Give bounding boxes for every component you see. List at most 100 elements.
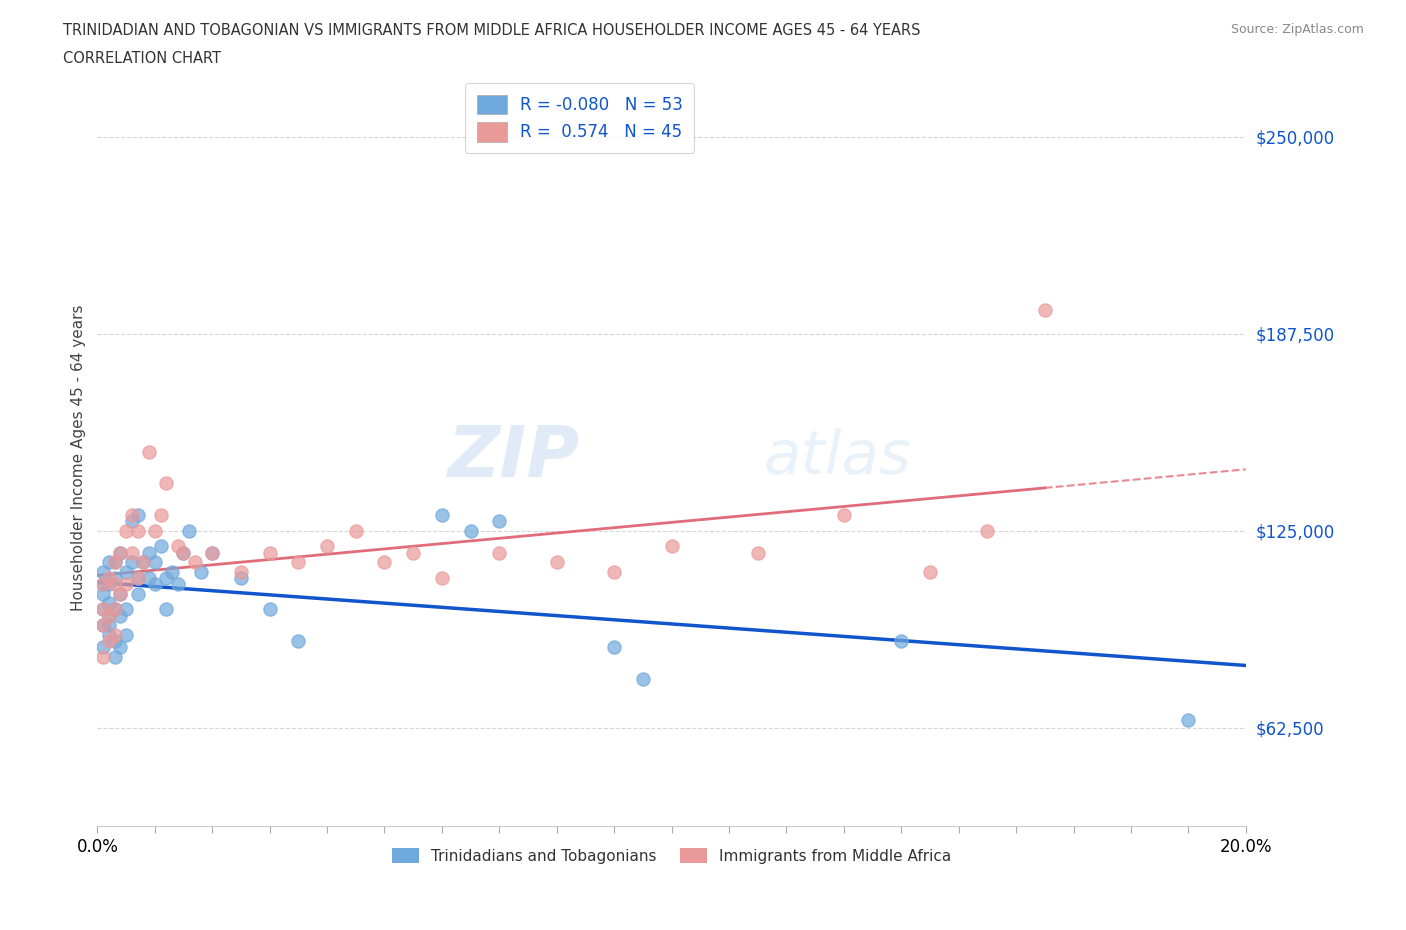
Point	[344, 524, 367, 538]
Point	[546, 554, 568, 569]
Point	[155, 570, 177, 585]
Point	[91, 618, 114, 632]
Point	[890, 633, 912, 648]
Point	[127, 570, 149, 585]
Point	[97, 627, 120, 642]
Point	[460, 524, 482, 538]
Point	[97, 577, 120, 591]
Point	[631, 671, 654, 686]
Point	[115, 602, 138, 617]
Point	[832, 508, 855, 523]
Point	[91, 640, 114, 655]
Point	[143, 554, 166, 569]
Point	[229, 570, 252, 585]
Point	[316, 538, 339, 553]
Point	[287, 554, 309, 569]
Text: atlas: atlas	[763, 428, 911, 487]
Point	[201, 545, 224, 560]
Point	[121, 554, 143, 569]
Point	[143, 577, 166, 591]
Legend: Trinidadians and Tobagonians, Immigrants from Middle Africa: Trinidadians and Tobagonians, Immigrants…	[385, 842, 957, 870]
Point	[143, 524, 166, 538]
Point	[97, 595, 120, 610]
Point	[132, 554, 155, 569]
Point	[91, 618, 114, 632]
Point	[287, 633, 309, 648]
Point	[127, 524, 149, 538]
Point	[976, 524, 998, 538]
Point	[121, 545, 143, 560]
Point	[103, 554, 125, 569]
Point	[488, 545, 510, 560]
Point	[91, 602, 114, 617]
Point	[661, 538, 683, 553]
Point	[229, 565, 252, 579]
Point	[402, 545, 425, 560]
Point	[91, 602, 114, 617]
Point	[373, 554, 395, 569]
Point	[91, 577, 114, 591]
Point	[103, 649, 125, 664]
Point	[97, 608, 120, 623]
Point	[110, 545, 132, 560]
Point	[190, 565, 212, 579]
Point	[430, 570, 453, 585]
Point	[103, 570, 125, 585]
Point	[110, 608, 132, 623]
Text: TRINIDADIAN AND TOBAGONIAN VS IMMIGRANTS FROM MIDDLE AFRICA HOUSEHOLDER INCOME A: TRINIDADIAN AND TOBAGONIAN VS IMMIGRANTS…	[63, 23, 921, 38]
Point	[138, 545, 160, 560]
Point	[179, 524, 201, 538]
Point	[149, 538, 172, 553]
Point	[132, 554, 155, 569]
Point	[103, 602, 125, 617]
Point	[603, 565, 626, 579]
Point	[97, 633, 120, 648]
Point	[97, 608, 120, 623]
Y-axis label: Householder Income Ages 45 - 64 years: Householder Income Ages 45 - 64 years	[72, 304, 86, 611]
Point	[747, 545, 769, 560]
Point	[166, 577, 188, 591]
Point	[430, 508, 453, 523]
Point	[488, 513, 510, 528]
Point	[103, 602, 125, 617]
Point	[115, 565, 138, 579]
Point	[115, 627, 138, 642]
Point	[201, 545, 224, 560]
Point	[127, 570, 149, 585]
Point	[155, 476, 177, 491]
Point	[110, 586, 132, 601]
Point	[166, 538, 188, 553]
Text: Source: ZipAtlas.com: Source: ZipAtlas.com	[1230, 23, 1364, 36]
Point	[115, 524, 138, 538]
Point	[110, 640, 132, 655]
Point	[173, 545, 195, 560]
Point	[91, 649, 114, 664]
Point	[103, 577, 125, 591]
Point	[91, 565, 114, 579]
Point	[184, 554, 207, 569]
Point	[918, 565, 941, 579]
Point	[121, 508, 143, 523]
Point	[138, 445, 160, 459]
Point	[91, 577, 114, 591]
Point	[97, 570, 120, 585]
Point	[110, 545, 132, 560]
Point	[259, 602, 281, 617]
Point	[97, 554, 120, 569]
Point	[155, 602, 177, 617]
Text: CORRELATION CHART: CORRELATION CHART	[63, 51, 221, 66]
Point	[91, 586, 114, 601]
Point	[97, 618, 120, 632]
Point	[138, 570, 160, 585]
Point	[149, 508, 172, 523]
Point	[103, 633, 125, 648]
Text: ZIP: ZIP	[447, 423, 579, 492]
Point	[115, 577, 138, 591]
Point	[160, 565, 183, 579]
Point	[603, 640, 626, 655]
Point	[1177, 712, 1199, 727]
Point	[259, 545, 281, 560]
Point	[103, 554, 125, 569]
Point	[173, 545, 195, 560]
Point	[1033, 302, 1056, 317]
